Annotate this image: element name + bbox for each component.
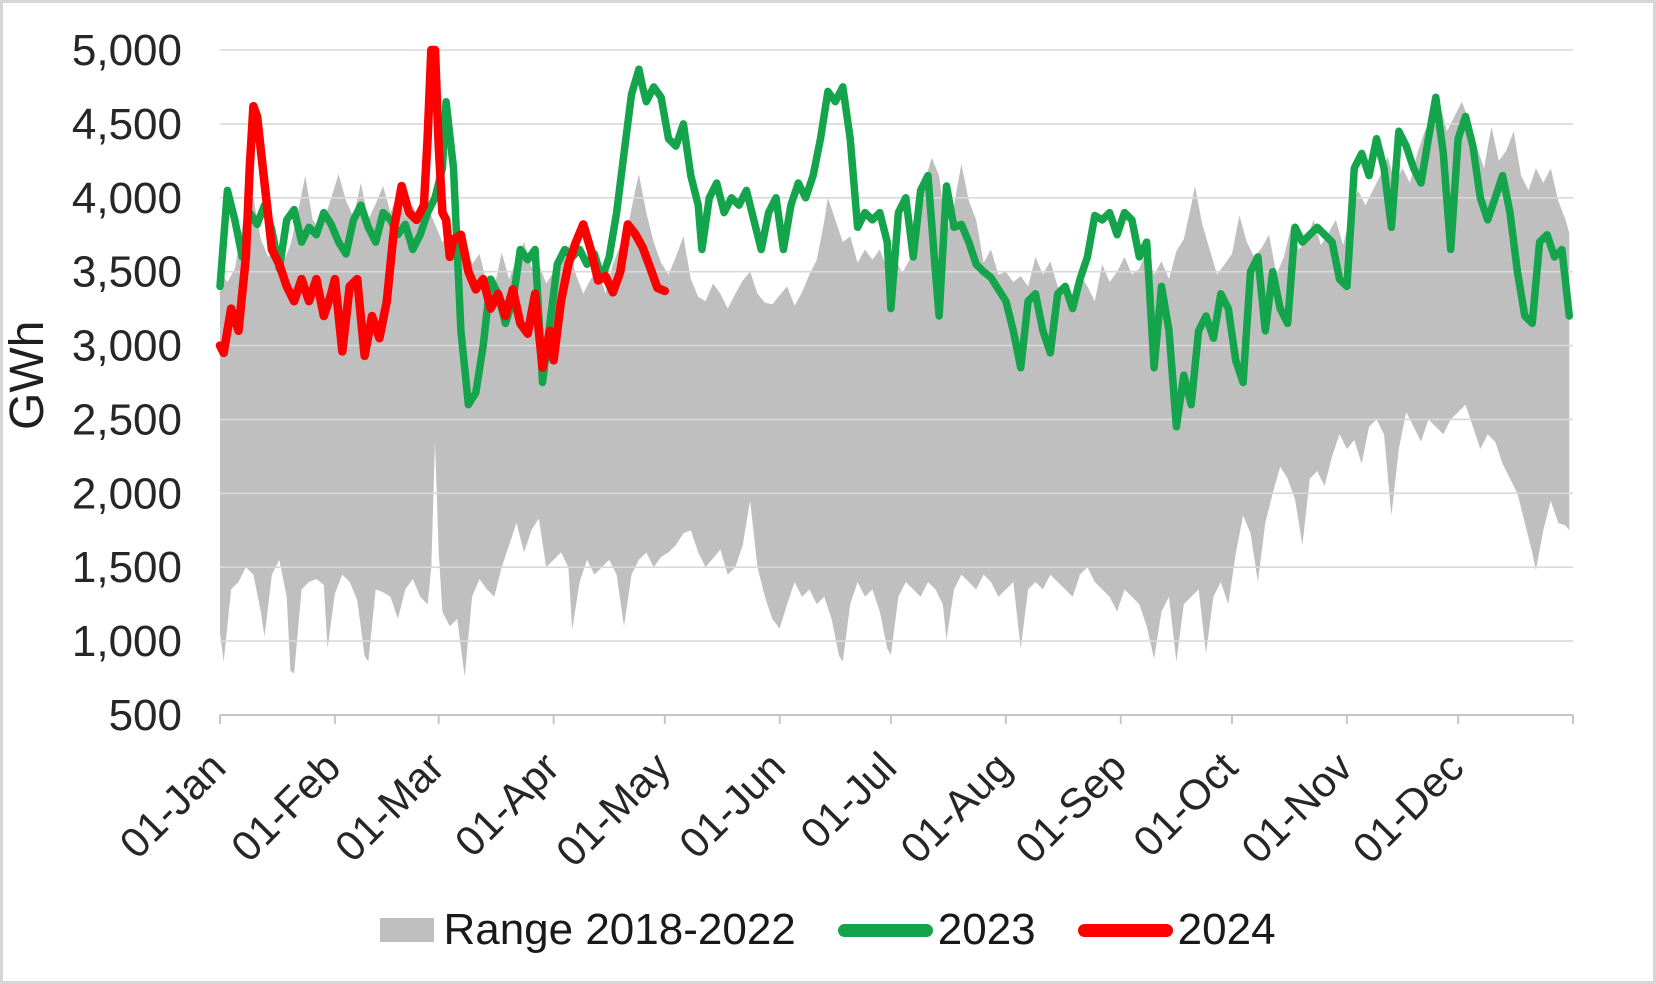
x-tick-label: 01-Dec — [1343, 743, 1472, 872]
x-tick-label: 01-Oct — [1124, 743, 1247, 866]
line-2023-swatch — [837, 923, 933, 937]
line-2023 — [216, 65, 1574, 431]
line-2024 — [215, 45, 670, 372]
legend-item-range: Range 2018-2022 — [380, 905, 796, 955]
legend-item-2023: 2023 — [837, 905, 1036, 955]
y-tick-label: 4,000 — [72, 174, 182, 223]
y-tick-label: 1,000 — [72, 617, 182, 666]
x-tick-label: 01-May — [547, 743, 679, 875]
y-tick-label: 4,500 — [72, 100, 182, 149]
y-tick-label: 2,000 — [72, 469, 182, 518]
y-tick-label: 500 — [109, 691, 182, 740]
range-band-swatch — [380, 918, 435, 942]
y-tick-label: 3,000 — [72, 322, 182, 371]
range-band-area — [220, 101, 1570, 677]
x-tick-label: 01-Sep — [1006, 743, 1135, 872]
y-tick-label: 2,500 — [72, 395, 182, 444]
x-tick-label: 01-Jun — [670, 743, 794, 867]
legend-label-2024: 2024 — [1177, 905, 1276, 954]
y-tick-label: 5,000 — [72, 26, 182, 75]
legend-label-range: Range 2018-2022 — [443, 905, 796, 954]
legend-label-2023: 2023 — [937, 905, 1036, 954]
legend: Range 2018-2022 2023 2024 — [0, 898, 1656, 962]
y-tick-label: 3,500 — [72, 248, 182, 297]
legend-item-2024: 2024 — [1077, 905, 1276, 955]
y-tick-label: 1,500 — [72, 543, 182, 592]
x-tick-label: 01-Feb — [222, 743, 349, 870]
x-tick-label: 01-Aug — [891, 743, 1020, 872]
x-tick-label: 01-Jan — [110, 743, 234, 867]
y-axis-title-text: GWh — [1, 320, 54, 430]
x-tick-label: 01-Nov — [1232, 743, 1361, 872]
x-tick-label: 01-Mar — [326, 743, 453, 870]
line-2024-swatch — [1077, 923, 1173, 937]
x-tick-label: 01-Jul — [791, 743, 905, 857]
x-tick-label: 01-Apr — [446, 743, 568, 865]
